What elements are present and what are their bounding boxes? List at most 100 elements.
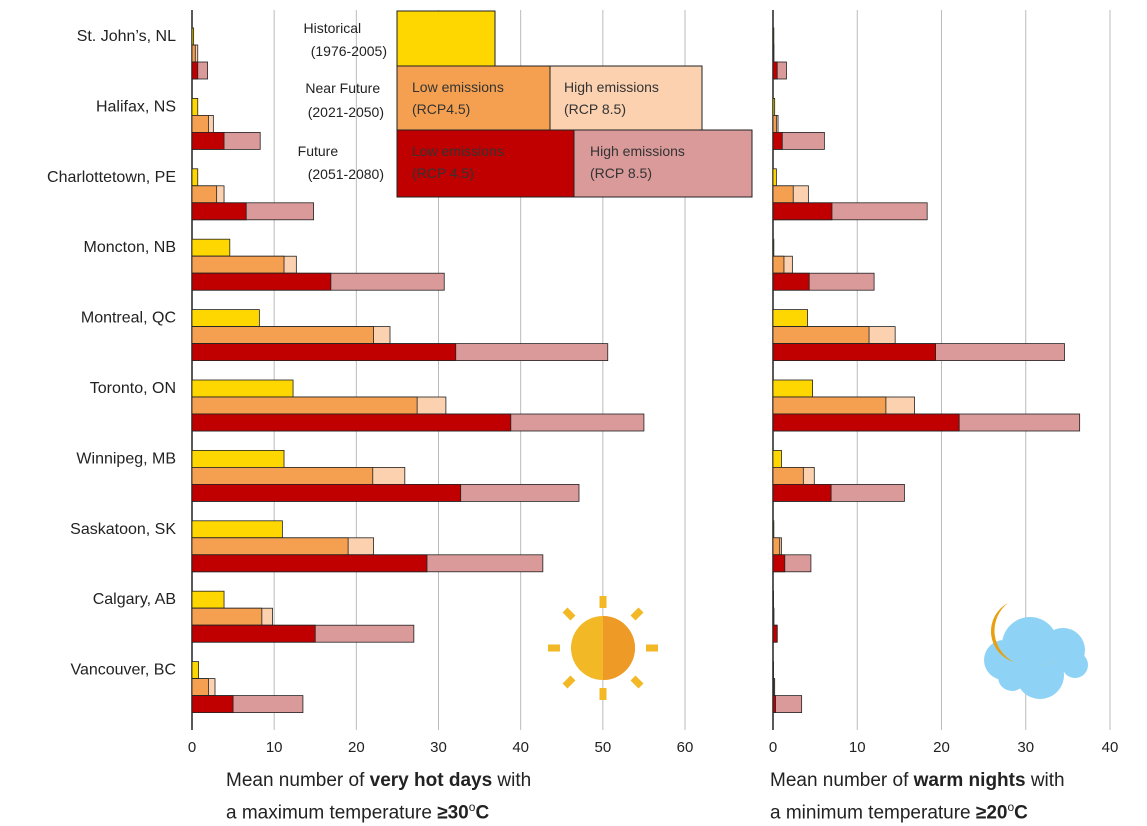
- legend-text-future-high: High emissions (RCP 8.5): [590, 143, 689, 181]
- hot-days-bar-historical: [191, 520, 283, 539]
- warm-nights-bar-historical: [772, 590, 774, 609]
- warm-nights-bar-future-low: [772, 624, 778, 643]
- warm-nights-bar-future-high: [772, 695, 803, 713]
- warm-nights-tick-label: 20: [933, 739, 950, 756]
- warm-nights-bar-future-low: [772, 695, 776, 713]
- warm-nights-bar-historical: [772, 27, 775, 46]
- warm-nights-bar-near-low: [772, 326, 870, 345]
- warm-nights-tick-label: 10: [849, 739, 866, 756]
- hot-days-bar-historical: [191, 309, 260, 328]
- hot-days-bar-near-low: [191, 607, 263, 626]
- hot-days-tick-label: 60: [677, 739, 694, 756]
- warm-nights-bar-historical: [772, 309, 808, 328]
- city-label: Winnipeg, MB: [76, 450, 176, 467]
- hot-days-bar-near-low: [191, 44, 196, 63]
- hot-days-bar-historical: [191, 661, 199, 679]
- warm-nights-bar-historical: [772, 238, 775, 257]
- right-axis-title: Mean number of warm nights with a minimu…: [770, 770, 1065, 824]
- hot-days-bar-near-low: [191, 185, 218, 204]
- hot-days-tick-label: 10: [266, 739, 283, 756]
- hot-days-tick-label: 30: [430, 739, 447, 756]
- warm-nights-tick-label: 30: [1017, 739, 1034, 756]
- warm-nights-bar-near-low: [772, 678, 775, 696]
- warm-nights-bar-future-low: [772, 272, 810, 291]
- legend-swatch-future-high: [573, 129, 753, 198]
- legend-label-near-future: Near Future (2021-2050): [305, 80, 384, 120]
- hot-days-bar-historical: [191, 238, 231, 257]
- city-label: St. John’s, NL: [77, 28, 176, 45]
- legend-swatch-near-high: [549, 65, 703, 131]
- city-label: Calgary, AB: [93, 591, 176, 608]
- city-labels: St. John’s, NL Halifax, NS Charlottetown, …: [47, 28, 176, 679]
- left-bars: [191, 27, 645, 713]
- hot-days-bar-near-low: [191, 466, 374, 485]
- sun-icon: [548, 596, 658, 700]
- legend: Historical (1976-2005) Near Future (2021…: [298, 10, 753, 198]
- left-tick-labels: 0 10 20 30 40 50 60: [188, 739, 694, 756]
- warm-nights-bar-historical: [772, 520, 775, 539]
- hot-days-bar-near-low: [191, 255, 285, 274]
- warm-nights-bar-future-low: [772, 343, 937, 362]
- city-label: Saskatoon, SK: [70, 521, 176, 538]
- warm-nights-bar-historical: [772, 168, 777, 187]
- hot-days-bar-near-low: [191, 537, 349, 556]
- hot-days-bar-historical: [191, 168, 199, 187]
- city-label: Charlottetown, PE: [47, 169, 176, 186]
- hot-days-bar-historical: [191, 98, 199, 116]
- hot-days-bar-future-low: [191, 272, 332, 291]
- legend-text-near-high: High emissions (RCP 8.5): [564, 79, 663, 117]
- hot-days-bar-future-low: [191, 61, 199, 80]
- right-gridlines: [772, 10, 1111, 730]
- warm-nights-bar-historical: [772, 449, 782, 468]
- legend-text-near-low: Low emissions (RCP4.5): [412, 79, 508, 117]
- warm-nights-bar-future-low: [772, 413, 960, 432]
- hot-days-bar-future-low: [191, 554, 428, 573]
- warm-nights-bar-near-low: [772, 466, 804, 485]
- hot-days-bar-near-low: [191, 115, 209, 133]
- city-label: Montreal, QC: [81, 310, 176, 327]
- legend-swatch-future-low: [396, 129, 575, 198]
- hot-days-bar-future-low: [191, 131, 225, 150]
- hot-days-bar-future-low: [191, 202, 247, 221]
- hot-days-bar-historical: [191, 449, 285, 468]
- warm-nights-bar-future-low: [772, 554, 786, 573]
- hot-days-bar-near-low: [191, 678, 209, 696]
- hot-days-tick-label: 50: [594, 739, 611, 756]
- left-axis-title: Mean number of very hot days with a maxi…: [226, 770, 532, 824]
- warm-nights-bar-near-low: [772, 607, 775, 626]
- legend-label-future: Future (2051-2080): [298, 143, 384, 182]
- city-label: Toronto, ON: [90, 380, 176, 397]
- legend-text-future-low: Low emissions (RCP 4.5): [412, 143, 508, 181]
- warm-nights-bar-near-low: [772, 255, 785, 274]
- warm-nights-bar-near-low: [772, 115, 777, 133]
- legend-swatch-historical: [396, 10, 496, 67]
- hot-days-bar-historical: [191, 379, 294, 398]
- moon-cloud-icon: [984, 603, 1088, 699]
- hot-days-bar-near-low: [191, 396, 418, 415]
- warm-nights-tick-label: 0: [769, 739, 777, 756]
- hot-days-bar-future-low: [191, 343, 457, 362]
- hot-days-tick-label: 40: [512, 739, 529, 756]
- warm-nights-bar-near-low: [772, 537, 781, 556]
- right-tick-labels: 0 10 20 30 40: [769, 739, 1119, 756]
- warm-nights-tick-label: 40: [1102, 739, 1119, 756]
- warm-nights-bar-near-low: [772, 396, 887, 415]
- warm-nights-bar-future-low: [772, 61, 778, 80]
- hot-days-bar-historical: [191, 590, 225, 609]
- warm-nights-bar-near-low: [772, 185, 794, 204]
- warm-nights-bar-historical: [772, 661, 774, 679]
- warm-nights-bar-future-low: [772, 483, 832, 502]
- warm-nights-bar-future-low: [772, 131, 783, 150]
- hot-days-tick-label: 0: [188, 739, 196, 756]
- hot-days-bar-future-low: [191, 413, 512, 432]
- hot-days-bar-future-low: [191, 695, 234, 713]
- city-label: Halifax, NS: [96, 98, 176, 115]
- warm-nights-bar-historical: [772, 98, 776, 116]
- right-bars: [772, 27, 1081, 713]
- legend-label-historical: Historical (1976-2005): [304, 20, 387, 59]
- warm-nights-bar-future-low: [772, 202, 833, 221]
- hot-days-bar-future-low: [191, 483, 462, 502]
- hot-days-bar-historical: [191, 27, 195, 46]
- warm-nights-bar-near-low: [772, 44, 775, 63]
